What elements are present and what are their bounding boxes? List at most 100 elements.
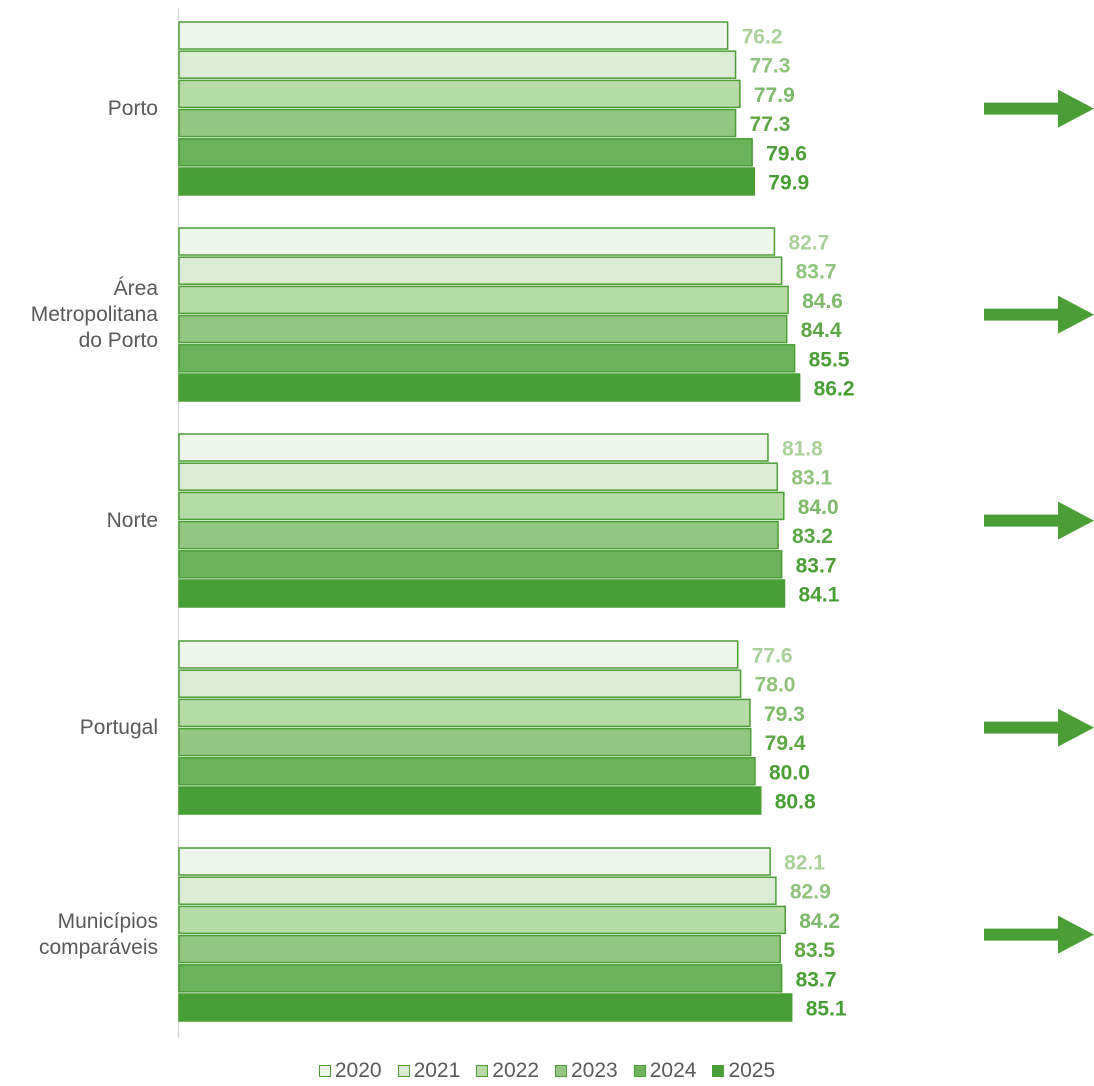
bar-2021 bbox=[178, 876, 777, 905]
data-label: 84.0 bbox=[798, 496, 839, 519]
arrow-shaft bbox=[984, 308, 1060, 321]
legend-label: 2024 bbox=[649, 1059, 697, 1082]
category-label-line: Porto bbox=[107, 96, 158, 120]
bar-2022 bbox=[178, 491, 785, 521]
data-label: 85.1 bbox=[806, 998, 847, 1021]
data-label: 79.3 bbox=[764, 703, 805, 726]
bar-2024 bbox=[178, 138, 753, 167]
data-label: 84.4 bbox=[801, 319, 842, 342]
bar-2024 bbox=[178, 344, 796, 373]
legend-label: 2023 bbox=[571, 1059, 618, 1082]
data-label: 80.8 bbox=[775, 791, 816, 814]
data-label: 82.9 bbox=[790, 881, 831, 904]
bar-2020 bbox=[178, 847, 771, 876]
legend-item: 2020 bbox=[318, 1059, 382, 1083]
data-label: 84.6 bbox=[802, 290, 843, 313]
category-label-line: comparáveis bbox=[38, 935, 158, 959]
bar-2021 bbox=[178, 462, 779, 491]
bar-2023 bbox=[178, 934, 781, 964]
category-label-line: Área bbox=[113, 276, 158, 300]
category-label-line: Metropolitana bbox=[30, 302, 158, 326]
bar-2024 bbox=[178, 550, 783, 579]
legend-item: 2025 bbox=[712, 1059, 775, 1083]
category-label: Área Metropolitana do Porto bbox=[0, 276, 158, 354]
data-label: 83.7 bbox=[796, 554, 837, 577]
category-label: Portugal bbox=[0, 715, 158, 741]
arrow-head bbox=[1058, 89, 1094, 128]
legend-item: 2021 bbox=[397, 1059, 460, 1083]
category-label-line: Municípios bbox=[57, 909, 158, 933]
arrow-shaft bbox=[984, 928, 1060, 941]
arrow-shaft bbox=[984, 514, 1060, 527]
data-label: 82.1 bbox=[784, 852, 825, 875]
bar-2023 bbox=[178, 108, 737, 138]
bar-2022 bbox=[178, 79, 741, 109]
bar-2022 bbox=[178, 905, 786, 935]
legend-item: 2023 bbox=[555, 1059, 618, 1083]
data-label: 80.0 bbox=[769, 761, 810, 784]
legend-label: 2020 bbox=[334, 1059, 382, 1082]
data-label: 85.5 bbox=[809, 348, 850, 371]
arrow-head bbox=[1058, 915, 1094, 954]
arrow-head bbox=[1058, 501, 1094, 540]
bar-chart: 76.2 77.3 77.9 77.3 79.6 79.9 82.7 83.7 84.6 84.4… bbox=[177, 8, 1094, 1038]
arrow-head bbox=[1058, 708, 1094, 747]
trend-arrow-icon bbox=[984, 295, 1094, 334]
legend-swatch bbox=[318, 1065, 331, 1077]
legend-swatch bbox=[712, 1065, 725, 1077]
trend-arrow-icon bbox=[984, 915, 1094, 954]
bar-2025 bbox=[178, 373, 801, 402]
bar-2025 bbox=[178, 786, 762, 815]
data-label: 83.7 bbox=[796, 261, 837, 284]
trend-arrow-icon bbox=[984, 501, 1094, 540]
category-label: Norte bbox=[0, 508, 158, 534]
trend-arrow-icon bbox=[984, 708, 1094, 747]
data-label: 81.8 bbox=[782, 438, 823, 461]
bar-2023 bbox=[178, 727, 752, 757]
legend-swatch bbox=[633, 1065, 646, 1077]
arrow-shaft bbox=[984, 102, 1060, 115]
bar-2020 bbox=[178, 640, 739, 669]
data-label: 77.9 bbox=[754, 84, 795, 107]
data-label: 78.0 bbox=[755, 674, 796, 697]
legend-swatch bbox=[555, 1065, 567, 1077]
data-label: 77.3 bbox=[750, 113, 791, 136]
bar-2022 bbox=[178, 698, 751, 728]
legend: 2020 2021 2022 2023 2024 2025 bbox=[0, 1056, 1094, 1086]
trend-arrow-icon bbox=[984, 89, 1094, 128]
data-label: 79.6 bbox=[766, 142, 807, 165]
data-label: 79.4 bbox=[765, 732, 806, 755]
data-label: 83.2 bbox=[792, 525, 833, 548]
category-label-line: Portugal bbox=[79, 715, 158, 739]
bar-2025 bbox=[178, 579, 786, 608]
data-label: 77.3 bbox=[750, 55, 791, 78]
data-label: 86.2 bbox=[814, 378, 855, 401]
data-label: 84.2 bbox=[799, 910, 840, 933]
category-label-line: Norte bbox=[106, 508, 158, 532]
legend-item: 2022 bbox=[476, 1059, 539, 1083]
legend-item: 2024 bbox=[633, 1059, 697, 1083]
category-label-line: do Porto bbox=[78, 328, 158, 352]
data-label: 83.7 bbox=[796, 968, 837, 991]
data-label: 82.7 bbox=[788, 232, 829, 255]
category-label: Municípios comparáveis bbox=[0, 909, 158, 961]
legend-label: 2022 bbox=[492, 1059, 539, 1082]
bar-2020 bbox=[178, 433, 769, 462]
data-label: 76.2 bbox=[742, 26, 783, 49]
bar-2020 bbox=[178, 227, 776, 256]
legend-swatch bbox=[397, 1065, 410, 1077]
data-label: 84.1 bbox=[799, 584, 840, 607]
bar-2023 bbox=[178, 314, 788, 344]
bar-2025 bbox=[178, 993, 793, 1022]
bar-2024 bbox=[178, 757, 756, 786]
data-label: 77.6 bbox=[752, 645, 793, 668]
arrow-head bbox=[1058, 295, 1094, 334]
bar-2021 bbox=[178, 50, 737, 79]
bar-2023 bbox=[178, 520, 779, 550]
bar-2024 bbox=[178, 964, 783, 993]
bar-2021 bbox=[178, 669, 742, 698]
data-label: 83.5 bbox=[794, 939, 835, 962]
bar-2025 bbox=[178, 167, 756, 196]
bar-2020 bbox=[178, 21, 729, 50]
category-label: Porto bbox=[0, 96, 158, 122]
